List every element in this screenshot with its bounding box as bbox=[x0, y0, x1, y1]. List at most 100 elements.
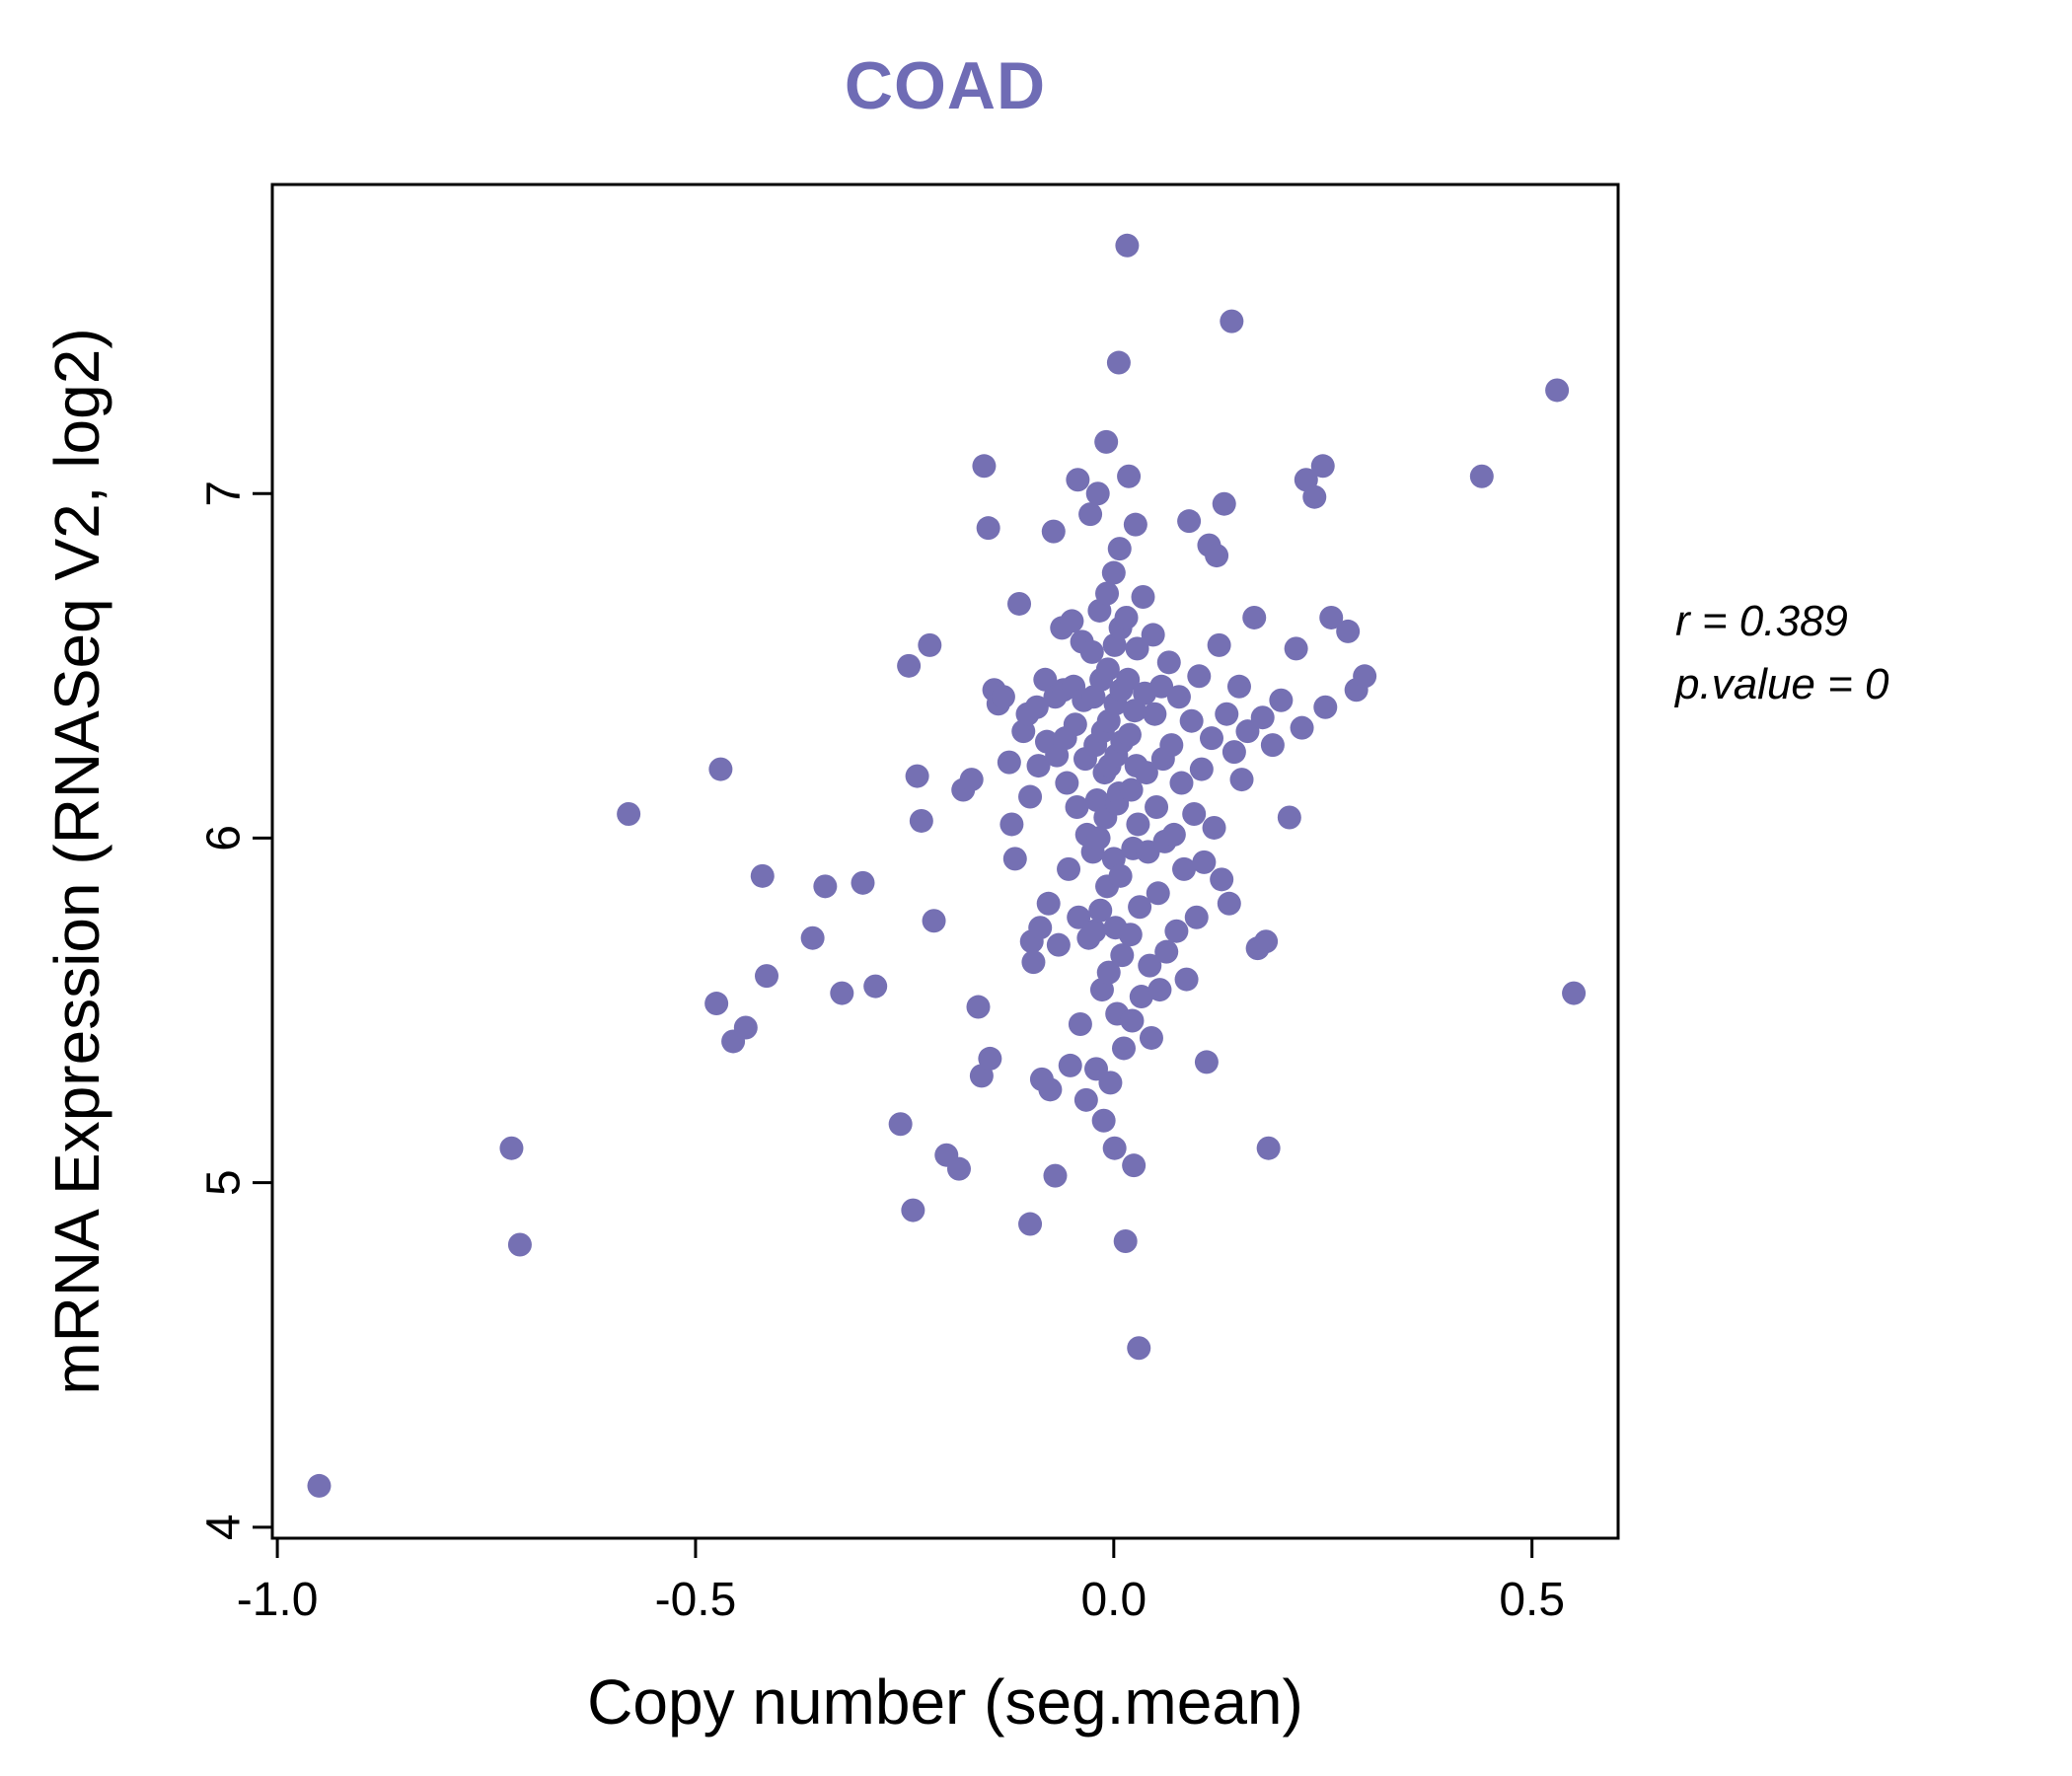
data-point bbox=[1184, 905, 1209, 929]
data-point bbox=[1041, 519, 1066, 544]
data-point bbox=[1149, 674, 1174, 699]
data-point bbox=[1147, 978, 1172, 1002]
data-point bbox=[1177, 509, 1202, 534]
data-point bbox=[978, 1046, 1002, 1071]
data-point bbox=[997, 750, 1021, 775]
data-point bbox=[1117, 722, 1142, 747]
data-point bbox=[1002, 847, 1027, 871]
data-point bbox=[1111, 1036, 1136, 1061]
data-point bbox=[1302, 484, 1327, 509]
data-point bbox=[1129, 985, 1153, 1009]
data-point bbox=[1319, 605, 1344, 629]
data-point bbox=[1221, 740, 1246, 765]
data-point bbox=[1113, 1228, 1138, 1253]
data-point bbox=[1095, 581, 1120, 606]
data-point bbox=[1189, 757, 1214, 781]
data-point bbox=[617, 801, 641, 826]
data-point bbox=[1141, 623, 1165, 647]
data-point bbox=[1063, 712, 1087, 737]
data-point bbox=[905, 764, 929, 788]
y-tick-label: 6 bbox=[198, 825, 251, 851]
data-point bbox=[1018, 784, 1043, 809]
data-point bbox=[922, 909, 946, 933]
data-point bbox=[1179, 708, 1204, 733]
data-point bbox=[1079, 639, 1104, 664]
data-point bbox=[507, 1232, 532, 1257]
data-point bbox=[1066, 468, 1090, 492]
data-point bbox=[1154, 939, 1179, 964]
data-point bbox=[307, 1473, 332, 1498]
data-point bbox=[1220, 309, 1244, 333]
data-point bbox=[1202, 815, 1226, 840]
data-point bbox=[1194, 1050, 1219, 1074]
data-point bbox=[1057, 856, 1081, 881]
data-point bbox=[1125, 636, 1149, 661]
data-point bbox=[1159, 733, 1184, 758]
data-point bbox=[1164, 919, 1189, 943]
data-point bbox=[1046, 932, 1071, 957]
data-point bbox=[1290, 715, 1314, 740]
data-point bbox=[1060, 609, 1084, 633]
data-point bbox=[918, 632, 942, 657]
data-point bbox=[1161, 822, 1186, 847]
y-axis-label: mRNA Expression (RNASeq V2, log2) bbox=[41, 328, 112, 1395]
data-point bbox=[999, 812, 1024, 837]
data-point bbox=[1033, 667, 1058, 692]
data-point bbox=[851, 870, 875, 895]
x-tick-label: -1.0 bbox=[237, 1574, 319, 1626]
chart-title: COAD bbox=[844, 48, 1047, 123]
data-point bbox=[813, 874, 838, 899]
data-point bbox=[1172, 856, 1197, 881]
data-point bbox=[1143, 702, 1167, 726]
data-point bbox=[1123, 512, 1147, 537]
data-point bbox=[1058, 1053, 1082, 1077]
data-point bbox=[901, 1198, 925, 1222]
data-point bbox=[1024, 695, 1049, 719]
data-point bbox=[1114, 605, 1139, 629]
data-point bbox=[888, 1112, 913, 1137]
data-point bbox=[1229, 768, 1254, 792]
data-point bbox=[909, 808, 933, 833]
data-point bbox=[1128, 895, 1152, 920]
data-point bbox=[1106, 350, 1131, 375]
data-point bbox=[1166, 685, 1191, 709]
data-point bbox=[972, 454, 997, 479]
data-point bbox=[1085, 481, 1110, 506]
data-point bbox=[1094, 429, 1119, 454]
data-point bbox=[1235, 719, 1260, 744]
data-point bbox=[1545, 378, 1570, 403]
data-point bbox=[976, 516, 1000, 541]
data-point bbox=[1078, 502, 1103, 527]
data-point bbox=[1353, 664, 1377, 689]
data-point bbox=[1182, 801, 1207, 826]
data-point bbox=[1226, 674, 1251, 699]
data-point bbox=[800, 925, 825, 950]
data-point bbox=[704, 992, 729, 1016]
data-point bbox=[1095, 657, 1120, 682]
data-point bbox=[1169, 771, 1194, 795]
data-point bbox=[1269, 688, 1294, 712]
data-point bbox=[1212, 491, 1236, 516]
data-point bbox=[1313, 695, 1338, 719]
x-axis-label: Copy number (seg.mean) bbox=[587, 1666, 1303, 1738]
data-point bbox=[1119, 777, 1144, 802]
data-point bbox=[1082, 919, 1107, 943]
data-point bbox=[1256, 1136, 1281, 1160]
data-point bbox=[1038, 1077, 1063, 1102]
data-point bbox=[1215, 702, 1239, 726]
data-point bbox=[1088, 898, 1113, 923]
data-point bbox=[1145, 795, 1169, 820]
y-tick-label: 5 bbox=[198, 1169, 251, 1196]
data-point bbox=[1117, 464, 1142, 488]
x-tick-label: 0.5 bbox=[1499, 1574, 1565, 1626]
data-point bbox=[966, 995, 991, 1019]
data-point bbox=[1127, 1336, 1151, 1361]
data-point bbox=[1028, 916, 1053, 940]
data-point bbox=[863, 974, 888, 999]
data-point bbox=[830, 981, 854, 1005]
p-value-text: p.value = 0 bbox=[1675, 659, 1889, 708]
data-point bbox=[1007, 591, 1032, 616]
data-point bbox=[946, 1156, 971, 1181]
data-point bbox=[1156, 650, 1181, 675]
